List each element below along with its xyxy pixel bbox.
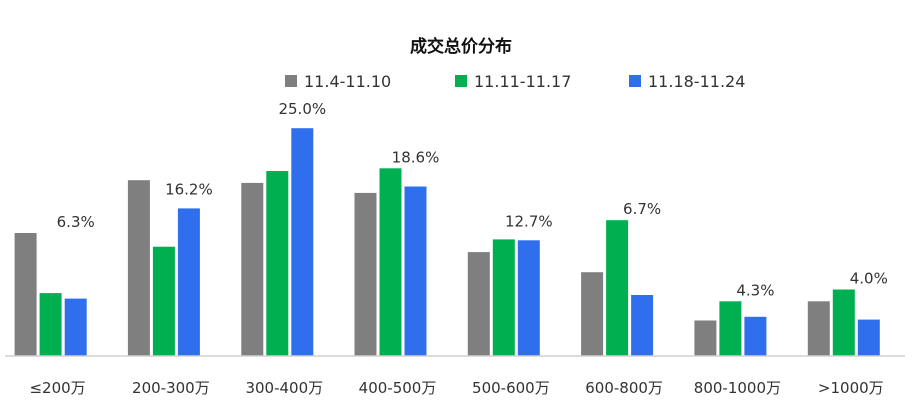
x-tick-label: 500-600万 [472, 379, 550, 397]
bar [467, 252, 490, 356]
bar [631, 295, 654, 356]
bar [241, 182, 264, 356]
bar [807, 301, 830, 356]
legend-label: 11.11-11.17 [474, 72, 571, 91]
bar [606, 220, 629, 356]
legend-swatch [629, 75, 641, 87]
x-tick-label: 300-400万 [245, 379, 323, 397]
bar [492, 239, 515, 356]
data-label: 12.7% [505, 212, 553, 230]
bar [177, 208, 200, 356]
legend-label: 11.4-11.10 [304, 72, 391, 91]
data-labels: 6.3% 16.2% 25.0% 18.6% 12.7% 6.7% 4.3% 4.0% [57, 100, 888, 299]
bar [832, 289, 855, 356]
x-tick-label: ≤200万 [29, 379, 85, 397]
bar [39, 293, 62, 356]
bar [64, 298, 87, 356]
legend-swatch [455, 75, 467, 87]
data-label: 18.6% [392, 148, 440, 166]
bar [744, 316, 767, 356]
x-tick-label: 400-500万 [359, 379, 437, 397]
bar [379, 168, 402, 356]
bar [694, 320, 717, 356]
legend-swatch [285, 75, 297, 87]
bar [14, 233, 37, 356]
data-label: 4.3% [736, 281, 774, 299]
bar [857, 319, 880, 356]
bar [404, 186, 427, 356]
bar [581, 272, 604, 356]
bar [266, 171, 289, 356]
chart-title: 成交总价分布 [410, 36, 512, 57]
data-label: 4.0% [850, 270, 888, 288]
x-tick-label: 800-1000万 [694, 379, 781, 397]
data-label: 6.7% [623, 200, 661, 218]
x-tick-label: 600-800万 [585, 379, 663, 397]
bar [517, 240, 540, 356]
data-label: 25.0% [278, 100, 326, 118]
bar [152, 246, 175, 356]
bar [354, 192, 377, 356]
x-tick-label: 200-300万 [132, 379, 210, 397]
data-label: 6.3% [57, 213, 95, 231]
data-label: 16.2% [165, 180, 213, 198]
bar [127, 180, 150, 356]
bar-group [14, 128, 880, 356]
bar [291, 128, 314, 356]
bar [719, 301, 742, 356]
x-axis-ticks: ≤200万 200-300万 300-400万 400-500万 500-600万 600… [29, 379, 883, 397]
x-tick-label: >1000万 [818, 379, 884, 397]
legend-label: 11.18-11.24 [648, 72, 745, 91]
chart-legend: 11.4-11.10 11.11-11.17 11.18-11.24 [285, 72, 745, 91]
